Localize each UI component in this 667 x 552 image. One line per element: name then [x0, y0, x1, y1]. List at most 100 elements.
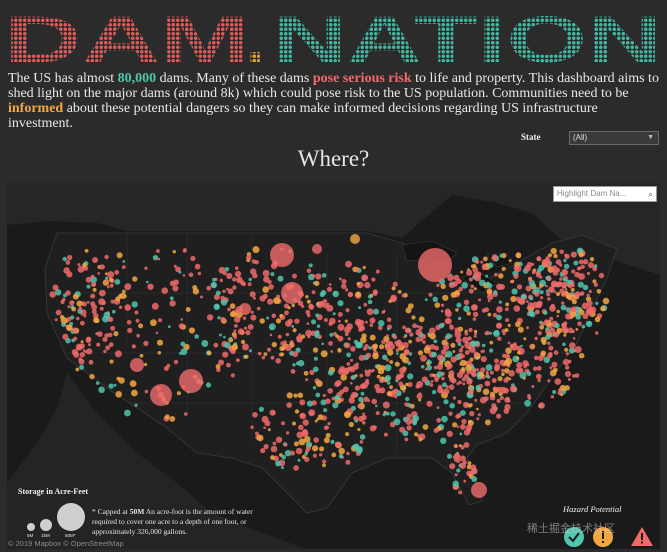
- dam-marker[interactable]: [122, 289, 126, 294]
- dam-marker[interactable]: [373, 308, 379, 315]
- dam-marker[interactable]: [587, 262, 594, 269]
- dam-marker[interactable]: [442, 382, 447, 388]
- dam-marker[interactable]: [553, 253, 558, 259]
- dam-marker[interactable]: [361, 274, 369, 282]
- dam-marker[interactable]: [480, 356, 487, 363]
- dam-marker[interactable]: [496, 413, 502, 419]
- dam-marker[interactable]: [316, 302, 320, 305]
- dam-marker[interactable]: [454, 452, 460, 458]
- dam-marker[interactable]: [560, 304, 567, 311]
- dam-marker[interactable]: [476, 407, 479, 411]
- dam-marker[interactable]: [270, 355, 275, 360]
- dam-marker[interactable]: [262, 269, 270, 277]
- dam-marker[interactable]: [337, 312, 343, 317]
- dam-marker[interactable]: [577, 321, 582, 326]
- dam-marker[interactable]: [472, 272, 479, 279]
- dam-marker[interactable]: [219, 333, 222, 337]
- dam-marker[interactable]: [498, 300, 502, 304]
- dam-marker[interactable]: [180, 341, 186, 347]
- dam-marker[interactable]: [60, 317, 68, 324]
- dam-marker[interactable]: [114, 350, 122, 358]
- dam-marker[interactable]: [492, 312, 498, 318]
- dam-marker[interactable]: [592, 279, 597, 284]
- dam-marker[interactable]: [260, 448, 266, 454]
- dam-marker[interactable]: [173, 264, 177, 268]
- dam-marker[interactable]: [92, 257, 99, 263]
- dam-marker[interactable]: [405, 418, 413, 425]
- dam-marker[interactable]: [479, 396, 487, 404]
- dam-marker[interactable]: [404, 437, 409, 442]
- dam-marker[interactable]: [526, 306, 531, 310]
- dam-marker[interactable]: [555, 259, 562, 265]
- dam-marker[interactable]: [341, 283, 347, 290]
- dam-marker[interactable]: [294, 318, 300, 324]
- dam-marker[interactable]: [462, 336, 469, 344]
- dam-marker[interactable]: [323, 318, 328, 322]
- dam-marker[interactable]: [443, 388, 450, 395]
- dam-marker[interactable]: [387, 327, 390, 331]
- dam-marker[interactable]: [399, 367, 406, 374]
- dam-marker[interactable]: [460, 410, 466, 416]
- dam-marker[interactable]: [369, 334, 376, 341]
- dam-marker[interactable]: [197, 271, 202, 276]
- dam-marker[interactable]: [475, 384, 481, 391]
- dam-marker[interactable]: [345, 308, 350, 313]
- dam-marker[interactable]: [383, 432, 388, 437]
- dam-marker[interactable]: [493, 330, 500, 337]
- dam-marker[interactable]: [420, 365, 425, 369]
- dam-marker[interactable]: [192, 285, 198, 290]
- dam-marker[interactable]: [205, 382, 212, 388]
- dam-marker[interactable]: [118, 305, 123, 309]
- dam-marker[interactable]: [113, 383, 117, 387]
- dam-marker[interactable]: [556, 309, 560, 314]
- exclamation-icon[interactable]: [593, 527, 613, 547]
- dam-marker[interactable]: [382, 354, 388, 360]
- dam-marker[interactable]: [571, 296, 575, 300]
- dam-marker[interactable]: [504, 328, 509, 333]
- dam-marker[interactable]: [359, 440, 364, 444]
- dam-marker[interactable]: [113, 331, 119, 337]
- dam-marker[interactable]: [342, 367, 350, 375]
- dam-marker[interactable]: [440, 309, 444, 313]
- dam-marker[interactable]: [132, 276, 138, 282]
- dam-marker[interactable]: [311, 290, 316, 295]
- dam-marker[interactable]: [297, 300, 304, 306]
- dam-marker[interactable]: [362, 421, 366, 425]
- check-icon[interactable]: [564, 527, 584, 547]
- dam-marker[interactable]: [594, 316, 601, 323]
- dam-marker[interactable]: [412, 415, 420, 422]
- dam-marker[interactable]: [586, 293, 590, 298]
- dam-marker[interactable]: [129, 380, 137, 387]
- dam-marker[interactable]: [351, 391, 358, 399]
- dam-marker[interactable]: [88, 343, 91, 347]
- dam-marker[interactable]: [96, 342, 101, 347]
- dam-marker[interactable]: [245, 330, 251, 336]
- dam-marker[interactable]: [516, 362, 523, 369]
- dam-marker[interactable]: [337, 399, 341, 403]
- dam-map[interactable]: Highlight Dam Na... ⌕ Storage in Acre-Fe…: [7, 183, 660, 549]
- dam-marker[interactable]: [547, 253, 553, 258]
- dam-marker[interactable]: [382, 413, 386, 417]
- dam-marker[interactable]: [173, 359, 179, 365]
- dam-marker[interactable]: [249, 291, 256, 298]
- dam-marker[interactable]: [337, 319, 341, 323]
- dam-marker[interactable]: [557, 281, 563, 287]
- dam-marker[interactable]: [505, 307, 509, 312]
- dam-marker[interactable]: [457, 316, 462, 321]
- dam-marker[interactable]: [504, 353, 511, 360]
- dam-marker[interactable]: [541, 340, 547, 345]
- dam-marker[interactable]: [127, 327, 133, 333]
- dam-marker[interactable]: [468, 277, 473, 282]
- dam-marker[interactable]: [327, 388, 334, 394]
- dam-marker[interactable]: [377, 367, 385, 375]
- dam-marker[interactable]: [533, 366, 538, 371]
- dam-marker[interactable]: [391, 286, 396, 291]
- dam-marker[interactable]: [452, 422, 458, 428]
- dam-marker[interactable]: [299, 413, 305, 418]
- dam-marker[interactable]: [308, 263, 313, 268]
- dam-marker[interactable]: [319, 291, 325, 298]
- dam-marker[interactable]: [150, 319, 157, 327]
- dam-marker[interactable]: [464, 341, 472, 349]
- dam-marker[interactable]: [531, 385, 535, 388]
- dam-marker[interactable]: [449, 403, 456, 409]
